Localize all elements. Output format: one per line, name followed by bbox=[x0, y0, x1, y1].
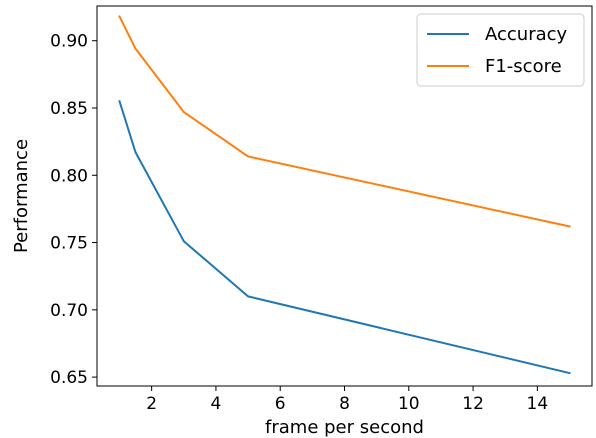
series-line-accuracy bbox=[118, 100, 571, 375]
series-line-f1-score bbox=[118, 15, 571, 228]
x-tick-label: 12 bbox=[462, 394, 484, 414]
x-tick-label: 14 bbox=[527, 394, 549, 414]
plot-frame bbox=[96, 5, 593, 387]
x-axis-label: frame per second bbox=[265, 417, 424, 438]
y-tick-label: 0.90 bbox=[50, 32, 88, 52]
x-axis-ticks: 2 4 6 8 10 12 14 bbox=[146, 386, 548, 414]
x-tick-label: 6 bbox=[275, 394, 286, 414]
series-layer bbox=[118, 15, 571, 375]
y-axis-label: Performance bbox=[11, 139, 32, 253]
legend-label-accuracy: Accuracy bbox=[485, 24, 568, 45]
y-tick-label: 0.85 bbox=[50, 99, 88, 119]
y-tick-label: 0.75 bbox=[50, 234, 88, 254]
y-tick-label: 0.65 bbox=[50, 368, 88, 388]
x-tick-label: 8 bbox=[339, 394, 350, 414]
legend-label-f1-score: F1-score bbox=[485, 56, 562, 77]
legend: Accuracy F1-score bbox=[416, 13, 585, 87]
x-tick-label: 10 bbox=[398, 394, 420, 414]
x-tick-label: 4 bbox=[211, 394, 222, 414]
y-tick-label: 0.80 bbox=[50, 166, 88, 186]
y-axis-ticks: 0.65 0.70 0.75 0.80 0.85 0.90 bbox=[50, 32, 97, 388]
legend-box bbox=[416, 13, 585, 87]
y-tick-label: 0.70 bbox=[50, 301, 88, 321]
x-tick-label: 2 bbox=[146, 394, 157, 414]
